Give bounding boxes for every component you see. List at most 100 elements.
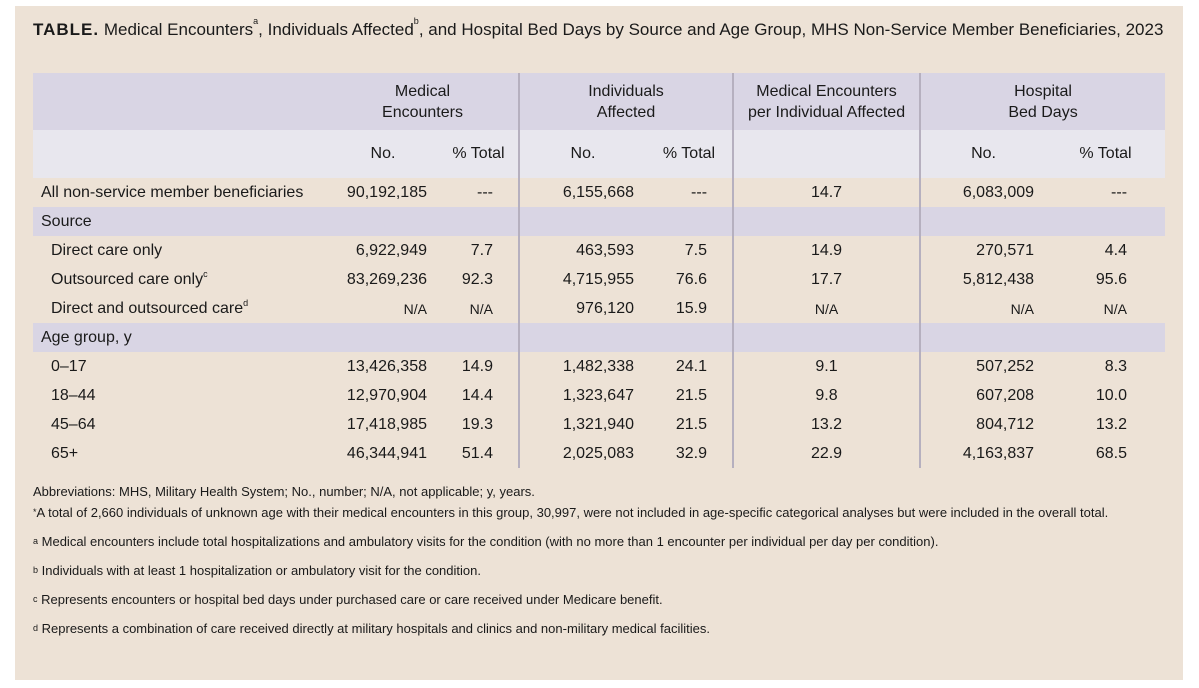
cell-enc-no: N/A [403, 300, 427, 317]
col-enc-pct: % Total [439, 130, 520, 178]
cell-enc-no: 46,344,941 [346, 444, 427, 462]
cell-enc-no: 6,922,949 [355, 241, 427, 259]
footnote-c: c Represents encounters or hospital bed … [33, 592, 663, 607]
cell-bed-no: 804,712 [976, 415, 1035, 433]
cell-ind-pct: 76.6 [646, 265, 735, 294]
row-label: 65+ [51, 444, 79, 462]
header-row-columns: No. % Total No. % Total No. % Total [33, 130, 1166, 178]
section-row: Age group, y [33, 323, 1166, 352]
table-row: Direct and outsourced cared N/A N/A 976,120… [33, 294, 1165, 323]
cell-enc-pct: 14.9 [439, 352, 520, 381]
cell-per-individual: 14.7 [733, 178, 922, 207]
footnote-d: d Represents a combination of care recei… [33, 621, 710, 636]
cell-bed-pct: N/A [1103, 300, 1128, 317]
table-row: Direct care only 6,922,949 7.7 463,593 7.5 14… [33, 236, 1165, 265]
table-row: Outsourced care onlyc 83,269,236 92.3 4,715… [33, 265, 1165, 294]
cell-enc-no: 13,426,358 [346, 357, 427, 375]
cell-enc-pct: 7.7 [439, 236, 520, 265]
cell-ind-pct: 7.5 [646, 236, 735, 265]
cell-per-individual: 9.1 [733, 352, 922, 381]
cell-bed-pct: 13.2 [1095, 415, 1128, 433]
col-ind-pct: % Total [646, 130, 735, 178]
cell-enc-no: 90,192,185 [346, 183, 427, 201]
header-individuals-affected: Individuals Affected [519, 73, 735, 130]
cell-enc-pct: --- [439, 178, 520, 207]
cell-bed-no: 6,083,009 [962, 183, 1035, 201]
row-label: All non-service member beneficiaries [41, 183, 304, 201]
footnote-star: *A total of 2,660 individuals of unknown… [33, 505, 1109, 520]
cell-per-individual: 22.9 [733, 439, 922, 468]
cell-enc-pct: 19.3 [439, 410, 520, 439]
cell-bed-no: 607,208 [976, 386, 1035, 404]
footnote-abbreviations: Abbreviations: MHS, Military Health Syst… [33, 484, 535, 499]
cell-enc-pct: 51.4 [439, 439, 520, 468]
cell-enc-pct: N/A [439, 294, 520, 323]
cell-per-individual: 17.7 [733, 265, 922, 294]
cell-ind-no: 1,321,940 [562, 415, 634, 433]
cell-enc-no: 12,970,904 [346, 386, 427, 404]
table-row: 0–17 13,426,358 14.9 1,482,338 24.1 9.1 507,25… [33, 352, 1165, 381]
cell-ind-no: 463,593 [576, 241, 634, 259]
cell-ind-no: 4,715,955 [562, 270, 634, 288]
cell-bed-no: 270,571 [976, 241, 1035, 259]
row-label: Direct care only [51, 241, 163, 259]
cell-bed-pct: 68.5 [1095, 444, 1128, 462]
header-row-groups: Medical Encounters Individuals Affected Me… [33, 73, 1166, 130]
col-bed-pct: % Total [1046, 130, 1166, 178]
cell-bed-pct: 8.3 [1104, 357, 1128, 375]
cell-bed-pct: 10.0 [1095, 386, 1128, 404]
cell-bed-pct: 95.6 [1095, 270, 1128, 288]
cell-per-individual: 9.8 [733, 381, 922, 410]
table-row: 45–64 17,418,985 19.3 1,321,940 21.5 13.2 804,… [33, 410, 1165, 439]
cell-ind-no: 2,025,083 [562, 444, 634, 462]
header-medical-encounters: Medical Encounters [327, 73, 520, 130]
section-label: Source [33, 207, 327, 236]
cell-bed-pct: 4.4 [1104, 241, 1128, 259]
cell-ind-no: 6,155,668 [562, 183, 634, 201]
cell-ind-pct: 15.9 [646, 294, 735, 323]
cell-ind-no: 1,482,338 [562, 357, 634, 375]
header-encounters-per-individual: Medical Encounters per Individual Affecte… [733, 73, 922, 130]
cell-ind-no: 976,120 [576, 299, 634, 317]
table-row: All non-service member beneficiaries 90,1… [33, 178, 1165, 207]
table-label: TABLE. [33, 20, 100, 39]
cell-enc-no: 17,418,985 [346, 415, 427, 433]
data-table: Medical Encounters Individuals Affected Me… [33, 73, 1166, 468]
table-panel: TABLE. Medical Encountersa, Individuals … [15, 6, 1183, 680]
row-label: 0–17 [51, 357, 87, 375]
cell-per-individual: 14.9 [733, 236, 922, 265]
cell-ind-pct: 21.5 [646, 410, 735, 439]
table-body: All non-service member beneficiaries 90,1… [33, 178, 1166, 468]
table-title: TABLE. Medical Encountersa, Individuals … [33, 16, 1164, 40]
cell-ind-pct: 21.5 [646, 381, 735, 410]
section-row: Source [33, 207, 1166, 236]
col-bed-no: No. [920, 130, 1047, 178]
cell-bed-pct: --- [1111, 183, 1128, 201]
row-label: 45–64 [51, 415, 96, 433]
cell-bed-no: N/A [1010, 300, 1035, 317]
header-hospital-bed-days: Hospital Bed Days [920, 73, 1166, 130]
cell-enc-pct: 92.3 [439, 265, 520, 294]
cell-bed-no: 507,252 [976, 357, 1035, 375]
row-label: Outsourced care onlyc [51, 268, 208, 288]
col-ind-no: No. [519, 130, 646, 178]
cell-ind-pct: 24.1 [646, 352, 735, 381]
table-row: 18–44 12,970,904 14.4 1,323,647 21.5 9.8 607,2… [33, 381, 1165, 410]
cell-ind-pct: 32.9 [646, 439, 735, 468]
section-label: Age group, y [33, 323, 327, 352]
cell-ind-pct: --- [646, 178, 735, 207]
col-enc-no: No. [327, 130, 439, 178]
cell-enc-no: 83,269,236 [346, 270, 427, 288]
cell-enc-pct: 14.4 [439, 381, 520, 410]
cell-ind-no: 1,323,647 [562, 386, 634, 404]
cell-bed-no: 4,163,837 [962, 444, 1035, 462]
cell-per-individual: N/A [733, 294, 922, 323]
cell-bed-no: 5,812,438 [962, 270, 1035, 288]
footnote-a: a Medical encounters include total hospi… [33, 534, 939, 549]
cell-per-individual: 13.2 [733, 410, 922, 439]
row-label: 18–44 [51, 386, 96, 404]
footnote-b: b Individuals with at least 1 hospitaliz… [33, 563, 481, 578]
row-label: Direct and outsourced cared [51, 297, 249, 317]
footnotes: Abbreviations: MHS, Military Health Syst… [33, 484, 1168, 650]
table-row: 65+ 46,344,941 51.4 2,025,083 32.9 22.9 4,163,… [33, 439, 1165, 468]
